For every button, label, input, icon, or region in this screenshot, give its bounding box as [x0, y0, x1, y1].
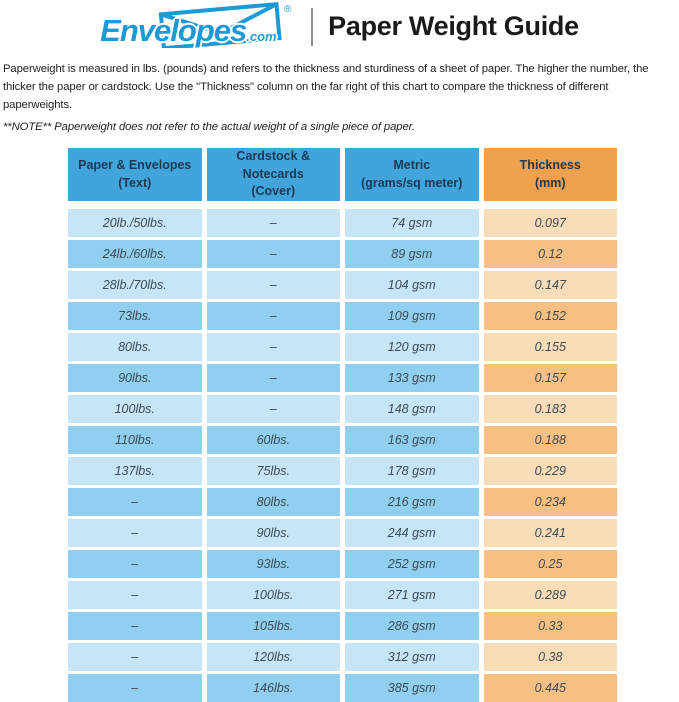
table-row: 110lbs. 60lbs. 163 gsm 0.188	[68, 426, 617, 454]
table-cell: 0.445	[483, 674, 617, 702]
envelope-icon: ®	[158, 1, 292, 48]
table-body: 20lb./50lbs. –74 gsm 0.097 24lb./60lbs. –89 …	[68, 209, 617, 702]
table-row: 73lbs. –109 gsm 0.152	[68, 302, 617, 330]
envelopes-logo: ® Envelopes.com	[100, 1, 296, 50]
table-cell: 109 gsm	[345, 302, 479, 330]
table-cell: 80lbs.	[206, 488, 340, 516]
table-cell: 0.289	[483, 581, 617, 609]
table-cell: 120lbs.	[206, 643, 340, 671]
table-cell: –	[68, 674, 202, 702]
table-cell: 163 gsm	[345, 426, 479, 454]
table-cell: 74 gsm	[345, 209, 479, 237]
table-cell: 148 gsm	[345, 395, 479, 423]
table-cell: 244 gsm	[345, 519, 479, 547]
table-cell: 80lbs.	[68, 333, 202, 361]
column-header: Thickness (mm)	[483, 148, 617, 201]
table-cell: –	[68, 550, 202, 578]
table-cell: 73lbs.	[68, 302, 202, 330]
table-row: 20lb./50lbs. –74 gsm 0.097	[68, 209, 617, 237]
table-cell: 0.241	[483, 519, 617, 547]
table-cell: 137lbs.	[68, 457, 202, 485]
table-cell: 0.33	[483, 612, 617, 640]
table-cell: 0.234	[483, 488, 617, 516]
table-cell: –	[206, 302, 340, 330]
table-cell: –	[68, 581, 202, 609]
table-row: –105lbs. 286 gsm 0.33	[68, 612, 617, 640]
table-cell: 0.25	[483, 550, 617, 578]
table-cell: 0.188	[483, 426, 617, 454]
table-cell: –	[206, 395, 340, 423]
table-cell: –	[206, 271, 340, 299]
table-row: 90lbs. –133 gsm 0.157	[68, 364, 617, 392]
table-cell: 100lbs.	[206, 581, 340, 609]
table-cell: 90lbs.	[68, 364, 202, 392]
table-cell: 0.38	[483, 643, 617, 671]
table-row: –120lbs. 312 gsm 0.38	[68, 643, 617, 671]
table-cell: 216 gsm	[345, 488, 479, 516]
table-cell: –	[206, 364, 340, 392]
table-cell: 105lbs.	[206, 612, 340, 640]
paper-weight-table: Paper & Envelopes (Text) Cardstock & Notec…	[68, 148, 617, 702]
column-header: Metric (grams/sq meter)	[345, 148, 479, 201]
table-row: –80lbs. 216 gsm 0.234	[68, 488, 617, 516]
intro-paragraph: Paperweight is measured in lbs. (pounds)…	[3, 63, 649, 111]
table-row: 100lbs. –148 gsm 0.183	[68, 395, 617, 423]
table-cell: 252 gsm	[345, 550, 479, 578]
table-cell: 286 gsm	[345, 612, 479, 640]
table-cell: 178 gsm	[345, 457, 479, 485]
table-row: 80lbs. –120 gsm 0.155	[68, 333, 617, 361]
table-cell: 0.155	[483, 333, 617, 361]
table-row: –146lbs. 385 gsm 0.445	[68, 674, 617, 702]
page-header: ® Envelopes.com Paper Weight Guide	[0, 0, 679, 50]
table-cell: 133 gsm	[345, 364, 479, 392]
table-cell: 0.097	[483, 209, 617, 237]
header-divider	[311, 7, 314, 46]
intro-note: **NOTE** Paperweight does not refer to t…	[3, 121, 415, 133]
page-title: Paper Weight Guide	[328, 11, 579, 41]
table-row: 28lb./70lbs. –104 gsm 0.147	[68, 271, 617, 299]
table-cell: –	[68, 643, 202, 671]
table-cell: 104 gsm	[345, 271, 479, 299]
table-cell: 110lbs.	[68, 426, 202, 454]
table-cell: –	[68, 488, 202, 516]
logo-wordmark: Envelopes.com	[100, 13, 276, 49]
table-cell: 0.12	[483, 240, 617, 268]
table-cell: 89 gsm	[345, 240, 479, 268]
table-cell: –	[68, 519, 202, 547]
table-cell: 0.157	[483, 364, 617, 392]
table-row: –100lbs. 271 gsm 0.289	[68, 581, 617, 609]
intro-section: Paperweight is measured in lbs. (pounds)…	[0, 50, 679, 133]
logo-suffix: .com	[246, 28, 277, 44]
table-cell: 24lb./60lbs.	[68, 240, 202, 268]
table-cell: 93lbs.	[206, 550, 340, 578]
table-cell: –	[206, 240, 340, 268]
table-cell: 90lbs.	[206, 519, 340, 547]
table-cell: 120 gsm	[345, 333, 479, 361]
table-cell: –	[206, 209, 340, 237]
table-header-row: Paper & Envelopes (Text) Cardstock & Notec…	[68, 148, 617, 201]
table-cell: 20lb./50lbs.	[68, 209, 202, 237]
column-header: Cardstock & Notecards (Cover)	[206, 148, 340, 201]
table-cell: 0.183	[483, 395, 617, 423]
column-header: Paper & Envelopes (Text)	[68, 148, 202, 201]
table-cell: 385 gsm	[345, 674, 479, 702]
table-cell: 60lbs.	[206, 426, 340, 454]
table-cell: 146lbs.	[206, 674, 340, 702]
table-cell: –	[68, 612, 202, 640]
table-cell: –	[206, 333, 340, 361]
table-cell: 0.147	[483, 271, 617, 299]
table-cell: 100lbs.	[68, 395, 202, 423]
table-cell: 0.152	[483, 302, 617, 330]
table-row: 137lbs. 75lbs. 178 gsm 0.229	[68, 457, 617, 485]
logo-text: Envelopes	[100, 12, 247, 48]
table-cell: 28lb./70lbs.	[68, 271, 202, 299]
table-row: –93lbs. 252 gsm 0.25	[68, 550, 617, 578]
table-row: 24lb./60lbs. –89 gsm 0.12	[68, 240, 617, 268]
table-cell: 75lbs.	[206, 457, 340, 485]
table-row: –90lbs. 244 gsm 0.241	[68, 519, 617, 547]
registered-mark: ®	[284, 4, 292, 15]
table-cell: 271 gsm	[345, 581, 479, 609]
table-cell: 312 gsm	[345, 643, 479, 671]
table-cell: 0.229	[483, 457, 617, 485]
